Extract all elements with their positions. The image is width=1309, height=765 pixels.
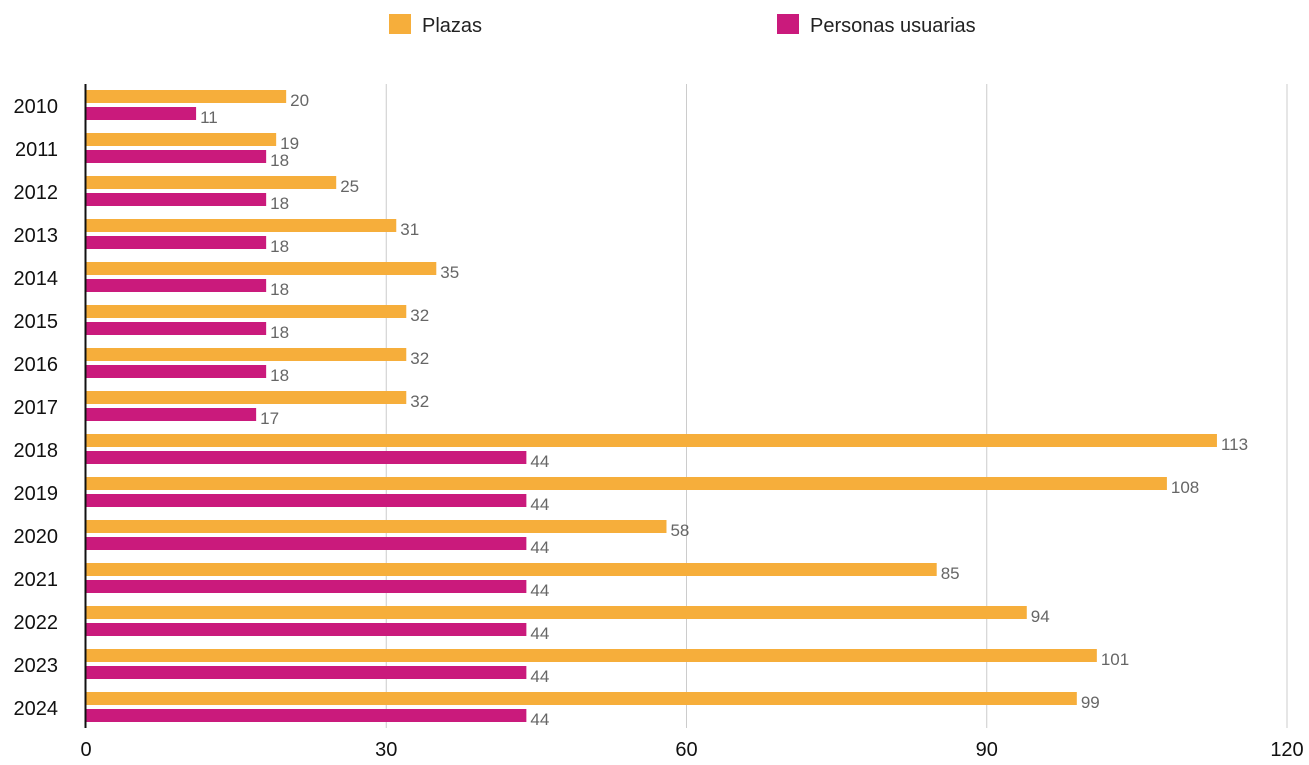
- data-label: 44: [530, 624, 549, 643]
- y-tick-label: 2013: [14, 225, 59, 247]
- bar-plazas: [86, 520, 667, 533]
- bar-personas-usuarias: [86, 451, 527, 464]
- y-tick-label: 2014: [14, 268, 59, 290]
- data-label: 18: [270, 151, 289, 170]
- data-label: 31: [400, 220, 419, 239]
- bar-personas-usuarias: [86, 193, 267, 206]
- x-tick-label: 0: [80, 739, 91, 760]
- x-tick-label: 90: [976, 739, 998, 760]
- data-label: 25: [340, 177, 359, 196]
- bar-personas-usuarias: [86, 365, 267, 378]
- legend-swatch: [389, 14, 411, 34]
- y-tick-label: 2015: [14, 311, 59, 333]
- bar-plazas: [86, 262, 437, 275]
- bar-plazas: [86, 348, 407, 361]
- data-label: 20: [290, 91, 309, 110]
- bar-personas-usuarias: [86, 107, 197, 120]
- bar-personas-usuarias: [86, 666, 527, 679]
- x-tick-label: 30: [375, 739, 397, 760]
- y-tick-label: 2017: [14, 397, 59, 419]
- y-tick-label: 2023: [14, 655, 59, 677]
- y-tick-label: 2022: [14, 612, 59, 634]
- data-label: 32: [410, 306, 429, 325]
- y-tick-label: 2019: [14, 483, 59, 505]
- y-tick-label: 2016: [14, 354, 59, 376]
- legend: Plazas Personas usuarias: [389, 14, 976, 37]
- data-label: 44: [530, 581, 549, 600]
- bar-plazas: [86, 176, 337, 189]
- bar-personas-usuarias: [86, 580, 527, 593]
- legend-swatch: [777, 14, 799, 34]
- y-tick-label: 2021: [14, 569, 59, 591]
- data-label: 101: [1101, 650, 1129, 669]
- bar-personas-usuarias: [86, 236, 267, 249]
- y-tick-label: 2011: [15, 139, 58, 161]
- data-label: 44: [530, 495, 549, 514]
- bar-plazas: [86, 305, 407, 318]
- data-label: 19: [280, 134, 299, 153]
- bar-plazas: [86, 391, 407, 404]
- legend-label: Personas usuarias: [810, 15, 976, 37]
- data-label: 18: [270, 323, 289, 342]
- bar-plazas: [86, 563, 937, 576]
- data-label: 113: [1221, 435, 1248, 454]
- bar-plazas: [86, 692, 1077, 705]
- y-tick-label: 2010: [14, 96, 59, 118]
- bar-plazas: [86, 649, 1097, 662]
- y-tick-label: 2012: [14, 182, 59, 204]
- bar-plazas: [86, 219, 397, 232]
- data-label: 11: [200, 108, 218, 127]
- y-tick-label: 2024: [14, 698, 59, 720]
- legend-label: Plazas: [422, 15, 482, 37]
- data-label: 44: [530, 452, 549, 471]
- data-label: 44: [530, 538, 549, 557]
- y-tick-label: 2020: [14, 526, 59, 548]
- data-label: 58: [670, 521, 689, 540]
- data-label: 44: [530, 667, 549, 686]
- bar-personas-usuarias: [86, 537, 527, 550]
- bar-personas-usuarias: [86, 623, 527, 636]
- data-label: 32: [410, 392, 429, 411]
- data-label: 18: [270, 366, 289, 385]
- bar-plazas: [86, 434, 1217, 447]
- data-label: 32: [410, 349, 429, 368]
- gridlines: [385, 84, 1288, 728]
- data-label: 85: [941, 564, 960, 583]
- bars: 2011191825183118351832183218321711344108…: [86, 90, 1248, 729]
- data-label: 94: [1031, 607, 1050, 626]
- axes: 0 30 60 90 120201020112012201320142015201620…: [14, 84, 1304, 761]
- data-label: 44: [530, 710, 549, 729]
- bar-plazas: [86, 133, 277, 146]
- data-label: 18: [270, 280, 289, 299]
- y-tick-label: 2018: [14, 440, 59, 462]
- bar-personas-usuarias: [86, 279, 267, 292]
- x-tick-label: 60: [675, 739, 697, 760]
- data-label: 17: [260, 409, 279, 428]
- data-label: 18: [270, 194, 289, 213]
- data-label: 99: [1081, 693, 1100, 712]
- bar-personas-usuarias: [86, 494, 527, 507]
- bar-personas-usuarias: [86, 322, 267, 335]
- data-label: 18: [270, 237, 289, 256]
- bar-personas-usuarias: [86, 408, 257, 421]
- x-tick-label: 120: [1270, 739, 1303, 760]
- bar-plazas: [86, 477, 1167, 490]
- bar-personas-usuarias: [86, 150, 267, 163]
- bar-plazas: [86, 606, 1027, 619]
- bar-personas-usuarias: [86, 709, 527, 722]
- data-label: 108: [1171, 478, 1199, 497]
- bar-plazas: [86, 90, 287, 103]
- data-label: 35: [440, 263, 459, 282]
